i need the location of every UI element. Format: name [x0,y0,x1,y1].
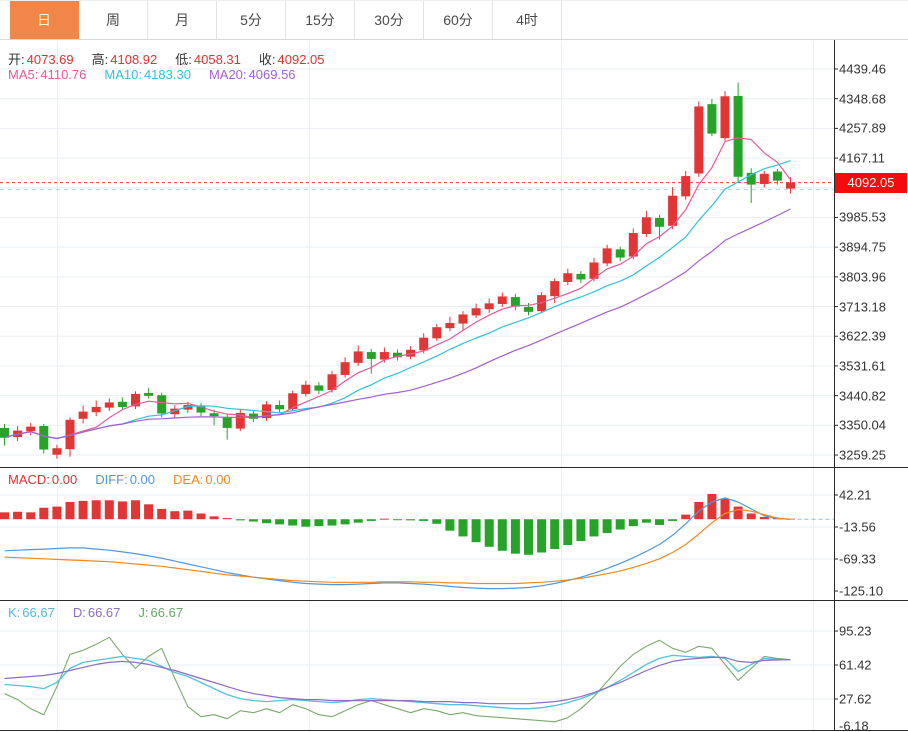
tab-4hour[interactable]: 4时 [493,1,562,39]
y-axis-tick: 3894.75 [839,239,886,255]
current-price-badge: 4092.05 [835,172,907,193]
y-axis-tick: 61.42 [839,657,872,673]
y-axis-tick: -6.18 [839,718,869,732]
y-axis-tick: -13.56 [839,519,876,535]
tab-month[interactable]: 月 [148,1,217,39]
kdj-legend-d: D: 66.67 [72,605,121,620]
ma-legend-ma20: MA20: 4069.56 [208,67,296,82]
tab-bar: 日周月 5分 15分 30分 60分 4时 [0,0,908,40]
tab-week[interactable]: 周 [79,1,148,39]
y-axis-tick: 4439.46 [839,61,886,77]
y-axis-tick: -125.10 [839,583,884,599]
tab-30min[interactable]: 30分 [355,1,424,39]
ohlc-legend: 开: 4073.69 高: 4108.92 低: 4058.31 收: 4092.05 [8,49,343,68]
ma-legend: MA5: 4110.76 MA10: 4183.30 MA20: 4069.56 [8,67,314,82]
tab-60min[interactable]: 60分 [424,1,493,39]
ohlc-legend-high: 高: 4108.92 [91,52,158,67]
y-axis-tick: 3622.39 [839,328,886,344]
kdj-legend: K: 66.67 D: 66.67 J: 66.67 [8,605,201,620]
y-axis-tick: 3531.61 [839,358,886,374]
ohlc-legend-open: 开: 4073.69 [8,52,74,67]
y-axis-tick: 3259.25 [839,447,886,463]
kdj-legend-k: K: 66.67 [8,605,55,620]
macd-legend-macd: MACD: 0.00 [8,472,78,487]
y-axis-tick: 3713.18 [839,299,886,315]
y-axis-tick: 3985.53 [839,209,886,225]
kdj-legend-j: J: 66.67 [138,605,184,620]
ohlc-legend-close: 收: 4092.05 [258,52,325,67]
ma-legend-ma10: MA10: 4183.30 [104,67,191,82]
y-axis-tick: 3440.82 [839,388,886,404]
y-axis-tick: 27.62 [839,691,872,707]
macd-legend-dea: DEA: 0.00 [173,472,231,487]
y-axis-tick: 3350.04 [839,417,886,433]
y-axis-tick: 4257.89 [839,120,886,136]
y-axis-tick: 4167.11 [839,150,886,166]
y-axis-tick: 3803.96 [839,269,886,285]
ma-legend-ma5: MA5: 4110.76 [8,67,87,82]
macd-legend-diff: DIFF: 0.00 [95,472,156,487]
ohlc-legend-low: 低: 4058.31 [175,52,241,67]
tab-5min[interactable]: 5分 [217,1,286,39]
y-axis-tick: -69.33 [839,551,876,567]
y-axis-tick: 4348.68 [839,91,886,107]
y-axis-tick: 95.23 [839,623,872,639]
tab-15min[interactable]: 15分 [286,1,355,39]
tab-day[interactable]: 日 [10,1,79,39]
y-axis-tick: 42.21 [839,487,872,503]
macd-legend: MACD: 0.00 DIFF: 0.00 DEA: 0.00 [8,472,249,487]
